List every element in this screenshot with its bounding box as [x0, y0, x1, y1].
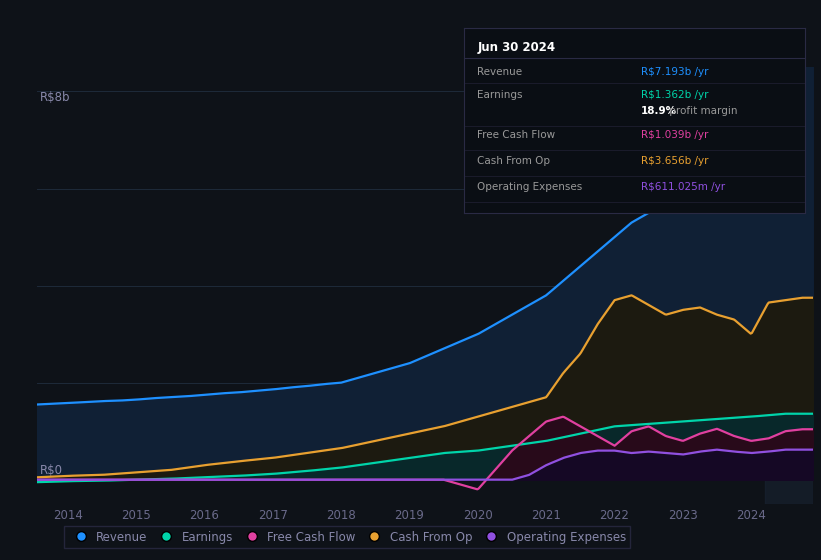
- Text: Cash From Op: Cash From Op: [478, 156, 551, 166]
- Text: R$8b: R$8b: [40, 91, 71, 105]
- Text: R$0: R$0: [40, 464, 63, 477]
- Text: 18.9%: 18.9%: [641, 106, 677, 116]
- Text: Revenue: Revenue: [478, 67, 523, 77]
- Text: R$7.193b /yr: R$7.193b /yr: [641, 67, 709, 77]
- Text: Jun 30 2024: Jun 30 2024: [478, 41, 556, 54]
- Text: Operating Expenses: Operating Expenses: [478, 182, 583, 192]
- Text: Free Cash Flow: Free Cash Flow: [478, 130, 556, 140]
- Bar: [765, 67, 813, 504]
- Text: R$611.025m /yr: R$611.025m /yr: [641, 182, 725, 192]
- Text: R$1.039b /yr: R$1.039b /yr: [641, 130, 709, 140]
- Text: profit margin: profit margin: [666, 106, 737, 116]
- Text: R$3.656b /yr: R$3.656b /yr: [641, 156, 709, 166]
- Legend: Revenue, Earnings, Free Cash Flow, Cash From Op, Operating Expenses: Revenue, Earnings, Free Cash Flow, Cash …: [64, 526, 631, 548]
- Text: R$1.362b /yr: R$1.362b /yr: [641, 90, 709, 100]
- Text: Earnings: Earnings: [478, 90, 523, 100]
